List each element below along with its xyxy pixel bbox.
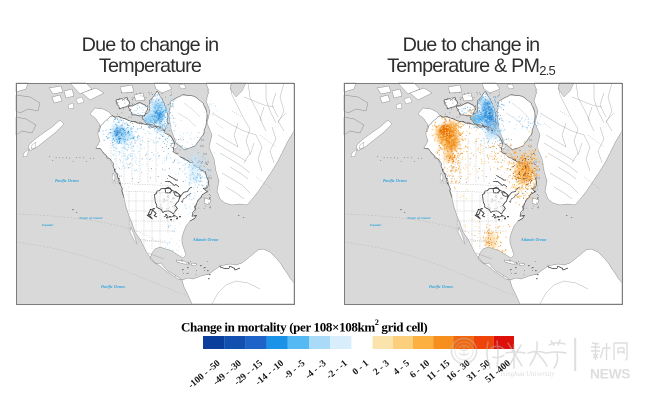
svg-text:0 - 1: 0 - 1	[350, 358, 371, 378]
svg-text:Tsinghua University: Tsinghua University	[500, 371, 556, 378]
svg-text:2 - 3: 2 - 3	[371, 358, 392, 378]
svg-text:-4 - -3: -4 - -3	[303, 358, 329, 382]
svg-text:-2 - -1: -2 - -1	[324, 358, 350, 382]
svg-text:NEWS: NEWS	[590, 367, 630, 382]
svg-text:-9 - -5: -9 - -5	[282, 358, 308, 382]
